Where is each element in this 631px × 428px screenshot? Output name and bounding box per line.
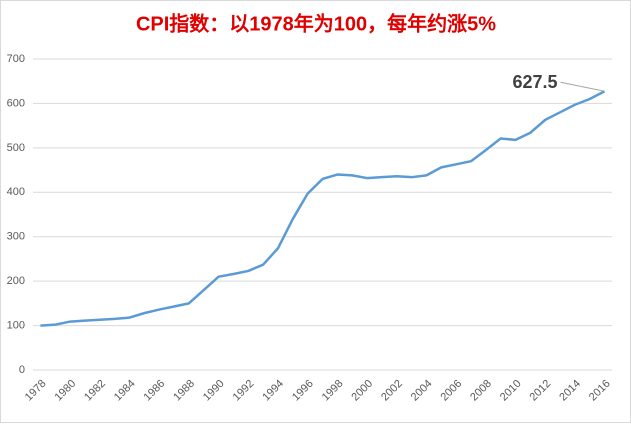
- y-tick-label: 700: [7, 53, 25, 65]
- data-line: [40, 90, 606, 327]
- y-tick-label: 100: [7, 319, 25, 331]
- y-tick-label: 500: [7, 142, 25, 154]
- chart-title: CPI指数：以1978年为100，每年约涨5%: [136, 11, 496, 35]
- leader-line: [560, 81, 605, 92]
- data-label: 627.5: [513, 72, 558, 92]
- y-tick-label: 400: [7, 186, 25, 198]
- y-tick-label: 0: [19, 364, 25, 376]
- y-tick-label: 200: [7, 275, 25, 287]
- y-tick-label: 300: [7, 231, 25, 243]
- y-tick-label: 600: [7, 97, 25, 109]
